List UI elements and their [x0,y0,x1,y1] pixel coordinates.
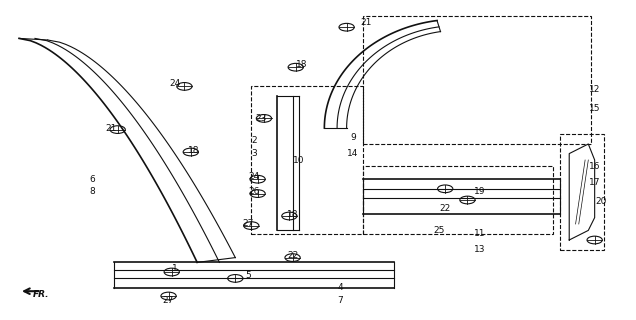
Text: FR.: FR. [33,290,50,299]
Text: 9: 9 [350,133,356,142]
Text: 8: 8 [89,188,95,196]
Text: 13: 13 [474,245,486,254]
Text: 5: 5 [245,271,251,280]
Text: 19: 19 [474,188,486,196]
Text: 27: 27 [163,296,174,305]
Text: 22: 22 [439,204,451,212]
Text: 7: 7 [337,296,343,305]
Text: 17: 17 [589,178,600,187]
Text: 14: 14 [347,149,359,158]
Bar [363,166,553,234]
Text: 15: 15 [589,104,600,113]
Text: 11: 11 [474,229,486,238]
Text: 23: 23 [255,114,266,123]
Text: 16: 16 [589,162,600,171]
Text: 21: 21 [106,124,117,132]
Text: 26: 26 [249,188,260,196]
Text: 10: 10 [293,156,305,164]
Text: 24: 24 [169,79,181,88]
Text: 18: 18 [188,146,200,155]
Bar [363,16,591,144]
Text: 18: 18 [296,60,308,68]
Text: 27: 27 [242,220,254,228]
Text: 2: 2 [252,136,257,145]
Bar [251,86,363,234]
Text: 22: 22 [287,252,298,260]
Text: 12: 12 [589,85,600,94]
Text: 20: 20 [595,197,607,206]
Bar [560,134,604,250]
Text: 18: 18 [287,210,298,219]
Text: 25: 25 [433,226,445,235]
Text: 4: 4 [338,284,343,292]
Text: 3: 3 [251,149,258,158]
Text: 24: 24 [249,172,260,180]
Text: 21: 21 [360,18,371,27]
Text: 1: 1 [172,264,178,273]
Text: 6: 6 [89,175,95,184]
